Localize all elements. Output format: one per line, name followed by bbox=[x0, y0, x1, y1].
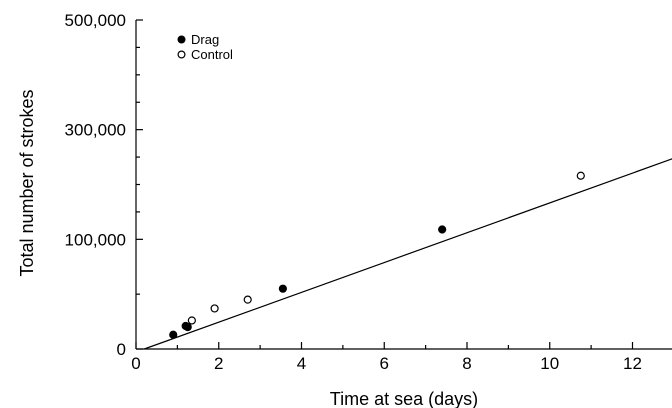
x-ticks: 0 2 4 6 8 10 12 bbox=[131, 342, 642, 373]
y-tick-label: 100,000 bbox=[65, 230, 126, 249]
drag-point bbox=[278, 284, 287, 293]
drag-point bbox=[183, 322, 192, 332]
x-tick-label: 8 bbox=[462, 354, 471, 373]
regression-line bbox=[144, 158, 672, 350]
x-tick-label: 10 bbox=[540, 354, 559, 373]
y-axis-title: Total number of strokes bbox=[17, 89, 37, 276]
legend-label-drag: Drag bbox=[191, 32, 219, 47]
control-point bbox=[187, 316, 196, 325]
legend: Drag Control bbox=[177, 32, 233, 62]
x-tick-label: 4 bbox=[297, 354, 306, 373]
x-tick-label: 0 bbox=[131, 354, 140, 373]
legend-marker-control bbox=[177, 50, 186, 59]
x-tick-label: 2 bbox=[214, 354, 223, 373]
legend-marker-drag bbox=[177, 35, 186, 44]
control-point bbox=[243, 295, 252, 304]
drag-point bbox=[169, 330, 178, 339]
y-ticks: 0 100,000 300,000 500,000 bbox=[65, 11, 143, 359]
y-tick-label: 500,000 bbox=[65, 11, 126, 30]
control-point bbox=[576, 171, 585, 180]
drag-point bbox=[438, 225, 447, 234]
y-tick-label: 300,000 bbox=[65, 121, 126, 140]
data-points bbox=[169, 171, 585, 339]
x-tick-label: 6 bbox=[380, 354, 389, 373]
y-tick-label: 0 bbox=[117, 340, 126, 359]
axes bbox=[135, 20, 672, 350]
x-axis-title: Time at sea (days) bbox=[330, 389, 478, 408]
legend-label-control: Control bbox=[191, 47, 233, 62]
x-tick-label: 12 bbox=[623, 354, 642, 373]
control-point bbox=[210, 304, 219, 313]
fit-line-group bbox=[144, 158, 672, 350]
